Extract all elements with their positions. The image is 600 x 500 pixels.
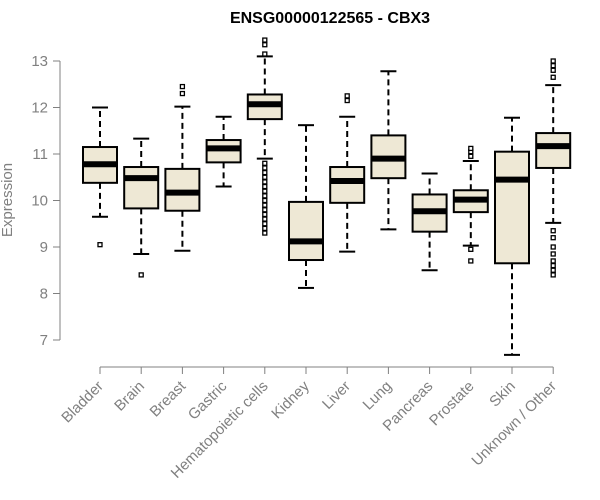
outlier-point xyxy=(550,244,556,250)
box-liver xyxy=(329,93,366,253)
box-prostate xyxy=(452,145,489,264)
box-gastric xyxy=(205,115,242,188)
outlier-point xyxy=(550,63,556,69)
chart-title: ENSG00000122565 - CBX3 xyxy=(230,10,430,27)
iqr-box xyxy=(494,150,530,265)
outlier-point xyxy=(550,251,556,257)
outlier-point xyxy=(468,145,474,152)
outlier-point xyxy=(262,193,268,199)
outlier-point xyxy=(262,169,268,176)
outlier-point xyxy=(550,272,556,278)
outlier-point xyxy=(262,183,268,190)
y-tick-label: 9 xyxy=(40,239,48,256)
outlier-point xyxy=(262,37,268,43)
x-tick-label: Liver xyxy=(319,378,354,413)
iqr-box xyxy=(329,166,366,204)
outlier-point xyxy=(550,67,556,73)
outlier-point xyxy=(344,97,350,104)
outlier-point xyxy=(179,90,186,97)
box-unknown-other xyxy=(535,58,572,278)
outlier-point xyxy=(262,42,268,48)
box-bladder xyxy=(82,106,118,248)
y-tick-label: 13 xyxy=(31,53,48,70)
y-axis: 7 8 9 10 11 12 13 xyxy=(31,53,61,349)
outlier-point xyxy=(550,74,556,80)
box-brain xyxy=(123,137,160,278)
box-breast xyxy=(164,83,201,252)
x-tick-label: Brain xyxy=(111,378,148,415)
outlier-point xyxy=(138,272,144,278)
outlier-point xyxy=(550,228,556,234)
outlier-point xyxy=(262,221,268,227)
outlier-point xyxy=(550,235,556,241)
outlier-point xyxy=(550,262,556,269)
outlier-point xyxy=(262,225,268,232)
box-series xyxy=(82,37,572,356)
box-hematopoietic-cells xyxy=(246,37,283,236)
y-tick-label: 12 xyxy=(31,100,48,117)
outlier-point xyxy=(262,188,268,194)
x-tick-label: Breast xyxy=(147,377,190,420)
outlier-point xyxy=(97,242,103,248)
box-pancreas xyxy=(411,172,448,272)
outlier-point xyxy=(550,58,556,64)
x-tick-label: Bladder xyxy=(58,378,107,427)
x-tick-label: Skin xyxy=(486,378,519,411)
box-kidney xyxy=(288,124,324,289)
x-tick-label: Lung xyxy=(360,378,396,414)
y-tick-label: 11 xyxy=(32,146,48,163)
outlier-point xyxy=(262,230,268,236)
outlier-point xyxy=(262,216,268,222)
outlier-point xyxy=(262,197,268,204)
box-skin xyxy=(494,116,530,356)
outlier-point xyxy=(262,207,268,213)
outlier-point xyxy=(550,258,556,264)
outlier-point xyxy=(468,258,474,264)
y-tick-label: 8 xyxy=(40,286,48,303)
outlier-point xyxy=(262,202,268,208)
y-axis-title: Expression xyxy=(0,163,16,237)
outlier-point xyxy=(468,153,474,159)
outlier-point xyxy=(262,179,268,185)
outlier-point xyxy=(262,165,268,171)
outlier-point xyxy=(262,160,268,166)
outlier-point xyxy=(262,211,268,218)
iqr-box xyxy=(535,132,572,169)
outlier-point xyxy=(468,246,474,252)
outlier-point xyxy=(344,93,350,99)
box-lung xyxy=(370,70,407,231)
outlier-point xyxy=(262,51,268,57)
y-tick-label: 10 xyxy=(31,193,48,210)
x-tick-label: Kidney xyxy=(268,377,313,422)
outlier-point xyxy=(262,174,268,180)
y-tick-label: 7 xyxy=(40,332,48,349)
iqr-box xyxy=(123,166,160,210)
outlier-point xyxy=(179,83,186,90)
outlier-point xyxy=(550,267,556,273)
iqr-box xyxy=(288,200,324,262)
x-tick-label: Prostate xyxy=(426,378,478,430)
